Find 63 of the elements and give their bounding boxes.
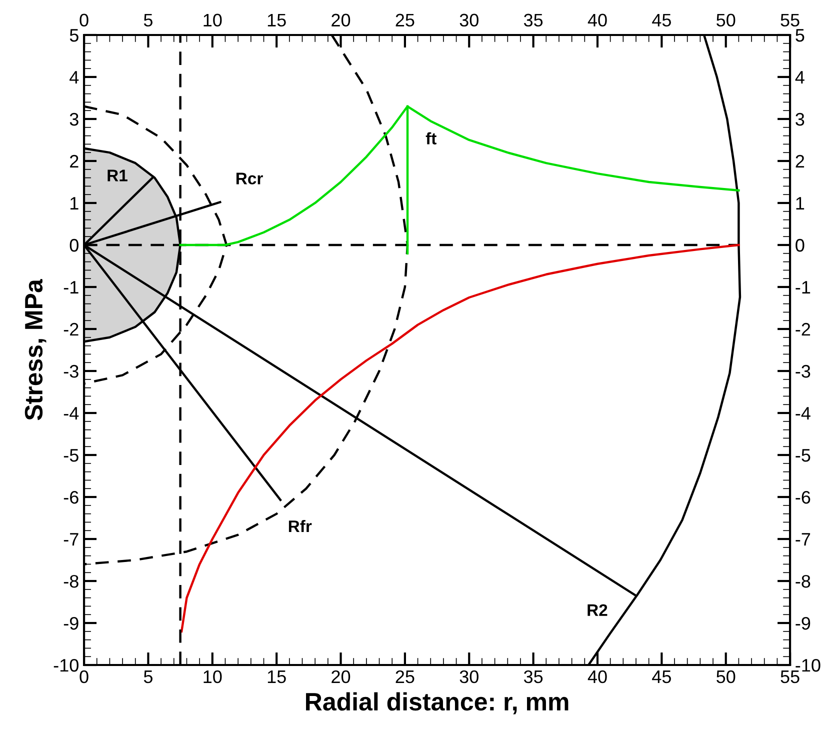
y2-tick-label: -9 [796, 616, 810, 630]
x-tick-label: 25 [396, 670, 414, 684]
y2-tick-label: -4 [796, 407, 810, 420]
y-tick-label: -2 [64, 322, 78, 336]
y-tick-label: -3 [64, 364, 78, 378]
annotation: Rfr [288, 520, 312, 532]
x-tick-label: 10 [204, 670, 222, 684]
y-tick-label: -8 [64, 574, 78, 588]
y-tick-label: -7 [64, 533, 78, 546]
y-tick-label: -4 [64, 407, 79, 420]
x2-tick-label: 10 [204, 14, 222, 27]
y2-tick-label: -8 [796, 574, 810, 588]
x2-tick-label: 45 [652, 14, 671, 27]
y2-tick-label: -5 [796, 449, 810, 462]
annotation: Rcr [236, 172, 263, 184]
x2-tick-label: 30 [460, 14, 478, 27]
x-tick-label: 20 [332, 670, 350, 684]
y-tick-label: 4 [70, 71, 79, 84]
x-axis-title: Radial distance: r, mm [306, 692, 568, 714]
y-tick-label: 1 [70, 197, 78, 210]
x2-tick-label: 15 [268, 14, 286, 27]
y-axis-title: Stress, MPa [24, 278, 46, 420]
x-tick-label: 55 [780, 670, 800, 684]
x-tick-label: 30 [460, 670, 478, 684]
x-tick-label: 45 [652, 670, 671, 684]
annotation: R1 [108, 170, 128, 182]
x2-tick-label: 20 [332, 14, 350, 27]
y-tick-label: -5 [64, 449, 78, 462]
y2-tick-label: -10 [796, 658, 820, 672]
x2-tick-label: 40 [588, 14, 607, 27]
y-tick-label: -6 [64, 490, 78, 504]
y-tick-label: 3 [70, 112, 78, 126]
x-tick-label: 0 [80, 670, 88, 684]
x-tick-label: 50 [716, 670, 736, 684]
x2-tick-label: 25 [396, 14, 414, 27]
y-tick-label: 5 [70, 29, 78, 42]
x2-tick-label: 50 [716, 14, 736, 27]
y2-tick-label: -2 [796, 322, 810, 336]
y2-tick-label: -1 [796, 281, 810, 294]
y-tick-label: -10 [54, 658, 78, 672]
y-tick-label: -1 [64, 281, 78, 294]
x-tick-label: 40 [588, 670, 607, 684]
y2-tick-label: -6 [796, 490, 810, 504]
y2-tick-label: 0 [796, 238, 804, 252]
y2-tick-label: 4 [795, 71, 804, 84]
y2-tick-label: 1 [796, 197, 804, 210]
y2-tick-label: 3 [796, 112, 804, 126]
x2-tick-label: 0 [80, 14, 88, 27]
y-tick-label: 2 [70, 154, 78, 168]
y-tick-label: 0 [70, 238, 78, 252]
x2-tick-label: 35 [524, 14, 543, 27]
y2-tick-label: -3 [796, 364, 810, 378]
x-tick-label: 5 [144, 670, 152, 684]
y-tick-label: -9 [64, 616, 78, 630]
annotation: R2 [588, 604, 608, 616]
x2-tick-label: 55 [780, 14, 800, 27]
y2-tick-label: -7 [796, 533, 810, 546]
x2-tick-label: 5 [144, 14, 152, 27]
y2-tick-label: 5 [796, 29, 804, 42]
annotation: ft [426, 132, 436, 144]
y2-tick-label: 2 [796, 154, 804, 168]
x-tick-label: 35 [524, 670, 543, 684]
x-tick-label: 15 [268, 670, 286, 684]
